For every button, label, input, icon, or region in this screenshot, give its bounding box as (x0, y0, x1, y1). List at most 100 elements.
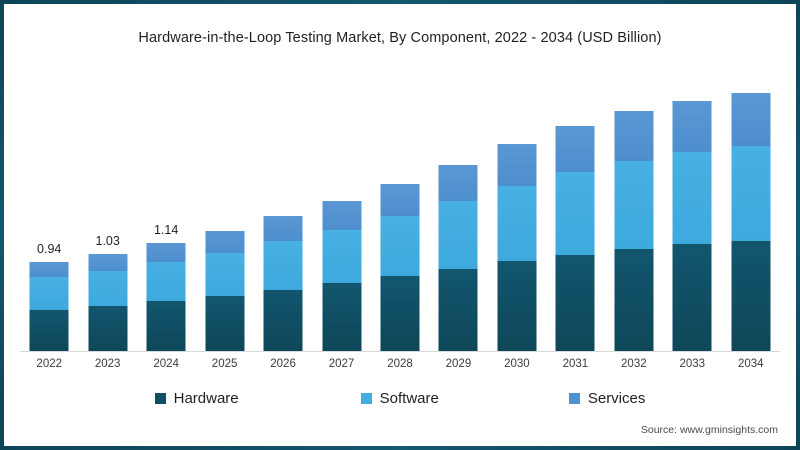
bar-segment-software (731, 145, 771, 242)
bar-segment-hardware (146, 301, 186, 352)
bar-segment-hardware (205, 295, 245, 352)
x-axis-label: 2030 (504, 358, 530, 370)
bar-stack (672, 100, 712, 352)
bar-segment-software (555, 172, 595, 255)
bar-segment-hardware (263, 289, 303, 352)
source-attribution: Source: www.gminsights.com (640, 424, 778, 436)
bar-stack (438, 164, 478, 352)
legend-label-software: Software (379, 390, 439, 407)
bar-group[interactable] (546, 70, 604, 352)
bar-segment-services (614, 111, 654, 161)
x-axis-label: 2031 (562, 358, 589, 370)
bar-group[interactable] (312, 70, 370, 352)
bar-segment-services (731, 92, 771, 146)
bar-group[interactable] (605, 70, 663, 352)
bar-segment-services (263, 216, 303, 242)
x-axis-label: 2022 (36, 358, 63, 370)
bar-group[interactable] (195, 70, 253, 352)
bar-segment-services (88, 253, 128, 271)
bar-segment-software (146, 262, 186, 302)
bar-segment-services (555, 126, 595, 173)
legend-label-services: Services (587, 390, 646, 407)
x-axis-line (20, 351, 780, 352)
x-axis-tick-labels: 2022 2023 2024 2025 2026 2027 2028 2029 2030 2031… (20, 358, 780, 378)
bar-segment-software (205, 252, 245, 296)
bar-stack (497, 143, 537, 352)
bar-group[interactable] (488, 70, 546, 352)
plot-area: 0.94 1.03 1.14 (20, 70, 780, 352)
x-axis-label: 2032 (621, 358, 647, 370)
x-axis-label: 2033 (679, 358, 706, 370)
bar-segment-hardware (497, 261, 537, 352)
x-axis-label: 2034 (737, 358, 764, 370)
bar-segment-hardware (88, 306, 128, 352)
x-axis-label: 2028 (387, 358, 413, 370)
bar-value-label: 1.14 (153, 223, 179, 238)
bar-stack (322, 200, 362, 352)
legend-item-software[interactable]: Software (360, 390, 439, 407)
bar-segment-hardware (731, 241, 771, 352)
bar-group[interactable] (371, 70, 429, 352)
bar-segment-software (29, 277, 69, 310)
bar-segment-software (614, 160, 654, 249)
bar-group[interactable]: 1.14 (137, 70, 195, 352)
bar-stack (555, 126, 595, 352)
bar-segment-hardware (555, 254, 595, 352)
bar-stack (205, 230, 245, 352)
bar-segment-services (438, 164, 478, 201)
frame-border-right (796, 0, 800, 450)
x-axis-label: 2029 (445, 358, 472, 370)
legend-label-hardware: Hardware (173, 390, 239, 407)
bar-segment-software (497, 185, 537, 262)
bar-segment-services (322, 200, 362, 230)
bar-segment-services (29, 262, 69, 278)
bar-segment-software (322, 229, 362, 284)
legend-item-services[interactable]: Services (568, 390, 646, 407)
bar-value-label: 1.03 (95, 233, 120, 248)
bar-group[interactable]: 1.03 (78, 70, 136, 352)
bar-segment-services (380, 183, 420, 217)
bar-segment-hardware (614, 248, 654, 352)
bar-stack (146, 243, 186, 352)
bar-segment-software (438, 200, 478, 269)
x-axis-label: 2024 (153, 358, 179, 370)
bar-segment-hardware (672, 243, 712, 352)
chart-title: Hardware-in-the-Loop Testing Market, By … (138, 30, 662, 46)
bar-group[interactable]: 0.94 (20, 70, 78, 352)
legend-swatch-hardware (154, 393, 166, 404)
x-axis-label: 2027 (328, 358, 355, 370)
bar-segment-hardware (380, 276, 420, 352)
frame-border-bottom (0, 446, 800, 450)
bar-segment-hardware (322, 283, 362, 352)
bar-segment-software (263, 241, 303, 290)
bar-segment-hardware (29, 309, 69, 352)
frame-border-top (0, 0, 800, 4)
x-axis-label: 2023 (94, 358, 121, 370)
bar-stack (29, 262, 69, 352)
bar-segment-software (380, 216, 420, 277)
bar-group[interactable] (429, 70, 487, 352)
bar-segment-services (146, 243, 186, 263)
legend-swatch-services (568, 393, 580, 404)
x-axis-label: 2026 (270, 358, 296, 370)
bar-segment-services (497, 143, 537, 186)
legend-swatch-software (360, 393, 372, 404)
frame-border-left (0, 0, 4, 450)
bar-segment-services (672, 100, 712, 153)
bar-group[interactable] (663, 70, 721, 352)
bar-group[interactable] (722, 70, 780, 352)
bar-stack (380, 183, 420, 352)
x-axis-label: 2025 (211, 358, 238, 370)
bar-segment-software (672, 152, 712, 244)
bar-segment-services (205, 230, 245, 253)
legend-item-hardware[interactable]: Hardware (154, 390, 239, 407)
bar-group[interactable] (254, 70, 312, 352)
bar-segment-software (88, 270, 128, 307)
bar-stack (731, 92, 771, 352)
chart-legend: Hardware Software Services (0, 390, 800, 407)
bar-value-label: 0.94 (37, 242, 62, 257)
bar-segment-hardware (438, 268, 478, 352)
bar-stack (263, 216, 303, 352)
bar-series-container: 0.94 1.03 1.14 (20, 70, 780, 352)
